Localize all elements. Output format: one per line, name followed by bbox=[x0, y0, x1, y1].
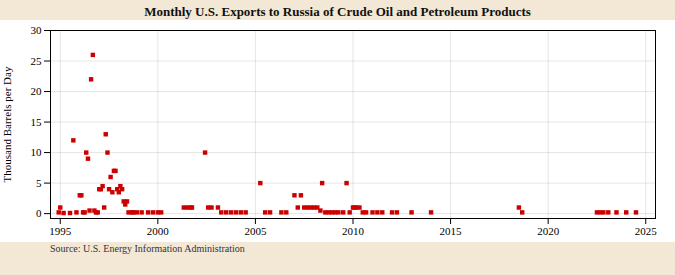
svg-text:2015: 2015 bbox=[440, 225, 463, 237]
svg-text:5: 5 bbox=[36, 177, 42, 189]
html-text:Monthly U.S. Exports to Russia: Monthly U.S. Exports to Russia of Crude … bbox=[144, 4, 531, 19]
svg-text:15: 15 bbox=[31, 116, 43, 128]
html-text:Source: U.S. Energy Informatio: Source: U.S. Energy Information Administ… bbox=[50, 243, 245, 254]
svg-text:2020: 2020 bbox=[537, 225, 560, 237]
svg-text:2025: 2025 bbox=[635, 225, 658, 237]
svg-text:2000: 2000 bbox=[147, 225, 170, 237]
svg-text:2010: 2010 bbox=[342, 225, 365, 237]
svg-text:2005: 2005 bbox=[244, 225, 267, 237]
svg-text:20: 20 bbox=[31, 85, 43, 97]
svg-text:Thousand Barrels per Day: Thousand Barrels per Day bbox=[1, 66, 13, 182]
svg-text:0: 0 bbox=[36, 207, 42, 219]
svg-text:30: 30 bbox=[31, 24, 43, 36]
svg-text:25: 25 bbox=[31, 55, 43, 67]
svg-text:1995: 1995 bbox=[49, 225, 72, 237]
svg-text:10: 10 bbox=[31, 146, 43, 158]
